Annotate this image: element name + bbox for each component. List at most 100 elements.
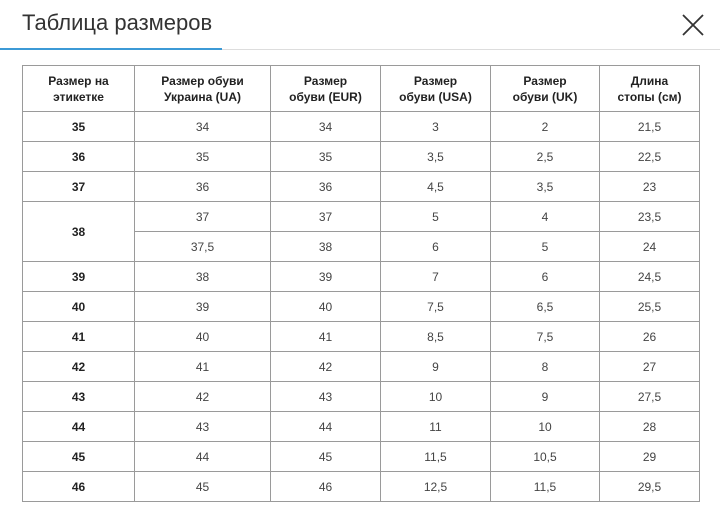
table-cell: 9: [490, 381, 600, 412]
table-row: 35 34 34 3 2 21,5: [22, 111, 700, 142]
table-cell: 41: [134, 351, 271, 382]
size-label-cell: 43: [22, 381, 135, 412]
table-cell: 34: [134, 111, 271, 142]
table-cell: 29,5: [599, 471, 700, 502]
size-label-cell: 37: [22, 171, 135, 202]
table-cell: 2,5: [490, 141, 600, 172]
column-header: Размер обуви Украина (UA): [134, 65, 271, 112]
table-row: 36 35 35 3,5 2,5 22,5: [22, 141, 700, 172]
size-label-cell: 38: [22, 201, 135, 262]
table-cell: 7: [380, 261, 491, 292]
table-row: 45 44 45 11,5 10,5 29: [22, 441, 700, 472]
size-label-cell: 41: [22, 321, 135, 352]
table-cell: 40: [134, 321, 271, 352]
table-cell: 39: [134, 291, 271, 322]
table-cell: 42: [270, 351, 381, 382]
table-cell: 10: [380, 381, 491, 412]
table-cell: 22,5: [599, 141, 700, 172]
size-label-cell: 40: [22, 291, 135, 322]
header-row: Размер на этикетке Размер обуви Украина (…: [22, 65, 700, 112]
header-divider: [0, 49, 720, 50]
table-cell: 26: [599, 321, 700, 352]
size-label-cell: 45: [22, 441, 135, 472]
title-underline: [0, 48, 222, 50]
table-cell: 7,5: [490, 321, 600, 352]
table-cell: 40: [270, 291, 381, 322]
table-cell: 10: [490, 411, 600, 442]
table-cell: 7,5: [380, 291, 491, 322]
table-cell: 3: [380, 111, 491, 142]
table-row: 41 40 41 8,5 7,5 26: [22, 321, 700, 352]
table-cell: 11: [380, 411, 491, 442]
table-cell: 6: [380, 231, 491, 262]
table-cell: 8: [490, 351, 600, 382]
table-cell: 37,5: [134, 231, 271, 262]
table-row: 42 41 42 9 8 27: [22, 351, 700, 382]
table-cell: 6,5: [490, 291, 600, 322]
table-cell: 39: [270, 261, 381, 292]
table-cell: 3,5: [490, 171, 600, 202]
column-header: Размер обуви (EUR): [270, 65, 381, 112]
table-cell: 24,5: [599, 261, 700, 292]
table-cell: 45: [270, 441, 381, 472]
table-cell: 5: [380, 201, 491, 232]
table-row: 38 37 37 5 4 23,5: [22, 201, 700, 262]
table-row: 39 38 39 7 6 24,5: [22, 261, 700, 292]
table-cell: 3,5: [380, 141, 491, 172]
size-table: Размер на этикетке Размер обуви Украина (…: [22, 65, 700, 502]
table-cell: 41: [270, 321, 381, 352]
table-cell: 24: [599, 231, 700, 262]
close-button[interactable]: [681, 13, 705, 37]
table-cell: 12,5: [380, 471, 491, 502]
modal-title: Таблица размеров: [22, 10, 213, 35]
table-cell: 38: [134, 261, 271, 292]
size-label-cell: 42: [22, 351, 135, 382]
table-cell: 6: [490, 261, 600, 292]
size-label-cell: 46: [22, 471, 135, 502]
table-cell: 46: [270, 471, 381, 502]
column-header: Длина стопы (см): [599, 65, 700, 112]
table-row: 44 43 44 11 10 28: [22, 411, 700, 442]
column-header: Размер на этикетке: [22, 65, 135, 112]
size-label-cell: 44: [22, 411, 135, 442]
table-row: 43 42 43 10 9 27,5: [22, 381, 700, 412]
table-row: 37 36 36 4,5 3,5 23: [22, 171, 700, 202]
table-cell: 45: [134, 471, 271, 502]
table-cell: 29: [599, 441, 700, 472]
table-cell: 35: [134, 141, 271, 172]
table-cell: 28: [599, 411, 700, 442]
size-label-cell: 36: [22, 141, 135, 172]
table-cell: 43: [270, 381, 381, 412]
table-cell: 25,5: [599, 291, 700, 322]
table-cell: 43: [134, 411, 271, 442]
table-cell: 4: [490, 201, 600, 232]
column-header: Размер обуви (UK): [490, 65, 600, 112]
table-cell: 44: [134, 441, 271, 472]
table-cell: 8,5: [380, 321, 491, 352]
table-cell: 42: [134, 381, 271, 412]
size-label-cell: 35: [22, 111, 135, 142]
table-cell: 10,5: [490, 441, 600, 472]
table-cell: 5: [490, 231, 600, 262]
table-cell: 27,5: [599, 381, 700, 412]
table-cell: 11,5: [380, 441, 491, 472]
table-cell: 27: [599, 351, 700, 382]
table-cell: 38: [270, 231, 381, 262]
table-row: 46 45 46 12,5 11,5 29,5: [22, 471, 700, 502]
table-body: 35 34 34 3 2 21,5 36 35 35 3,5 2,5 22,5 37 36 36 4,5 3,5…: [22, 111, 700, 502]
table-cell: 34: [270, 111, 381, 142]
table-cell: 37: [270, 201, 381, 232]
table-cell: 11,5: [490, 471, 600, 502]
table-cell: 37: [134, 201, 271, 232]
table-cell: 21,5: [599, 111, 700, 142]
column-header: Размер обуви (USA): [380, 65, 491, 112]
table-row: 40 39 40 7,5 6,5 25,5: [22, 291, 700, 322]
size-label-cell: 39: [22, 261, 135, 292]
table-cell: 2: [490, 111, 600, 142]
table-cell: 36: [270, 171, 381, 202]
table-cell: 44: [270, 411, 381, 442]
table-cell: 4,5: [380, 171, 491, 202]
table-row: 37,5 38 6 5 24: [23, 231, 700, 262]
table-cell: 9: [380, 351, 491, 382]
